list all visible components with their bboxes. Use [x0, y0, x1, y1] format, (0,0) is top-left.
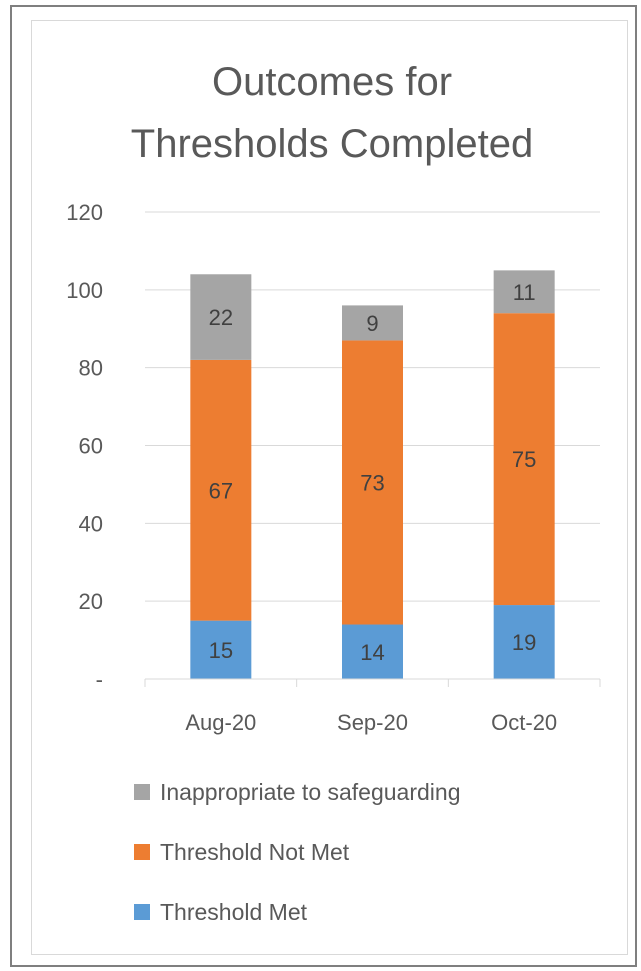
y-tick-label: 80 [79, 356, 103, 381]
chart-title: Outcomes for Thresholds Completed [131, 60, 533, 166]
y-tick-label: 40 [79, 511, 103, 536]
legend: Inappropriate to safeguarding Threshold N… [134, 779, 461, 925]
bars [190, 270, 555, 679]
chart-area [31, 20, 628, 955]
data-label: 75 [512, 447, 536, 472]
bar-segment [190, 274, 252, 360]
bar-segment [190, 620, 252, 679]
chart-title-line: Thresholds Completed [131, 122, 533, 166]
bar-segment [493, 313, 555, 606]
data-label: 11 [513, 280, 536, 305]
x-tick-label: Aug-20 [185, 710, 256, 735]
legend-swatch [134, 904, 150, 920]
y-tick-label: 20 [79, 589, 103, 614]
data-label: 73 [360, 470, 384, 495]
data-label: 19 [512, 630, 536, 655]
chart-title-line: Outcomes for [212, 60, 452, 104]
legend-label: Threshold Met [160, 899, 308, 925]
legend-label: Inappropriate to safeguarding [160, 779, 461, 805]
data-labels: 15 67 22 14 73 9 19 75 11 [209, 280, 537, 665]
data-label: 22 [209, 305, 233, 330]
x-tick-label: Sep-20 [337, 710, 408, 735]
legend-label: Threshold Not Met [160, 839, 350, 865]
data-label: 15 [209, 638, 233, 663]
bar-segment [342, 340, 403, 625]
y-tick-label: 120 [66, 200, 103, 225]
x-tick-label: Oct-20 [491, 710, 557, 735]
data-label: 9 [366, 311, 378, 336]
y-tick-label: 100 [66, 278, 103, 303]
legend-swatch [134, 784, 150, 800]
y-tick-label: 60 [79, 434, 103, 459]
outer-frame [10, 5, 637, 967]
x-axis: Aug-20 Sep-20 Oct-20 [144, 678, 601, 735]
bar-segment [190, 359, 252, 621]
bar-segment [342, 624, 403, 679]
y-tick-label: - [96, 667, 103, 692]
bar-segment [493, 605, 555, 679]
bar-segment [342, 305, 403, 341]
legend-swatch [134, 844, 150, 860]
data-label: 14 [360, 640, 384, 665]
y-axis: - 20 40 60 80 100 120 [66, 200, 103, 692]
data-label: 67 [209, 478, 233, 503]
bar-segment [493, 270, 555, 314]
